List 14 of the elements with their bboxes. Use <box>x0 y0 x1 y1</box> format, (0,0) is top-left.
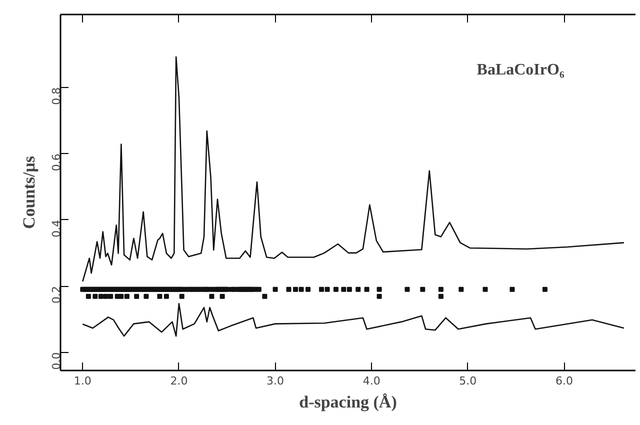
x-tick-label: 3.0 <box>266 374 284 388</box>
y-tick-label: 0.6 <box>50 154 63 172</box>
y-tick-label: 0.0 <box>50 352 63 370</box>
annotation: BaLaCoIrO₆ <box>476 62 564 79</box>
x-tick-label: 1.0 <box>74 374 92 388</box>
y-tick-label: 0.4 <box>50 220 63 238</box>
y-axis-title: Counts/μs <box>20 156 38 229</box>
y-tick-label: 0.2 <box>50 286 63 304</box>
x-axis-title: d-spacing (Å) <box>299 392 397 412</box>
y-tick-label: 0.8 <box>50 87 63 105</box>
x-tick-label: 6.0 <box>555 374 573 388</box>
x-tick-label: 2.0 <box>170 374 188 388</box>
x-tick-label: 4.0 <box>362 374 380 388</box>
x-tick-label: 5.0 <box>459 374 477 388</box>
